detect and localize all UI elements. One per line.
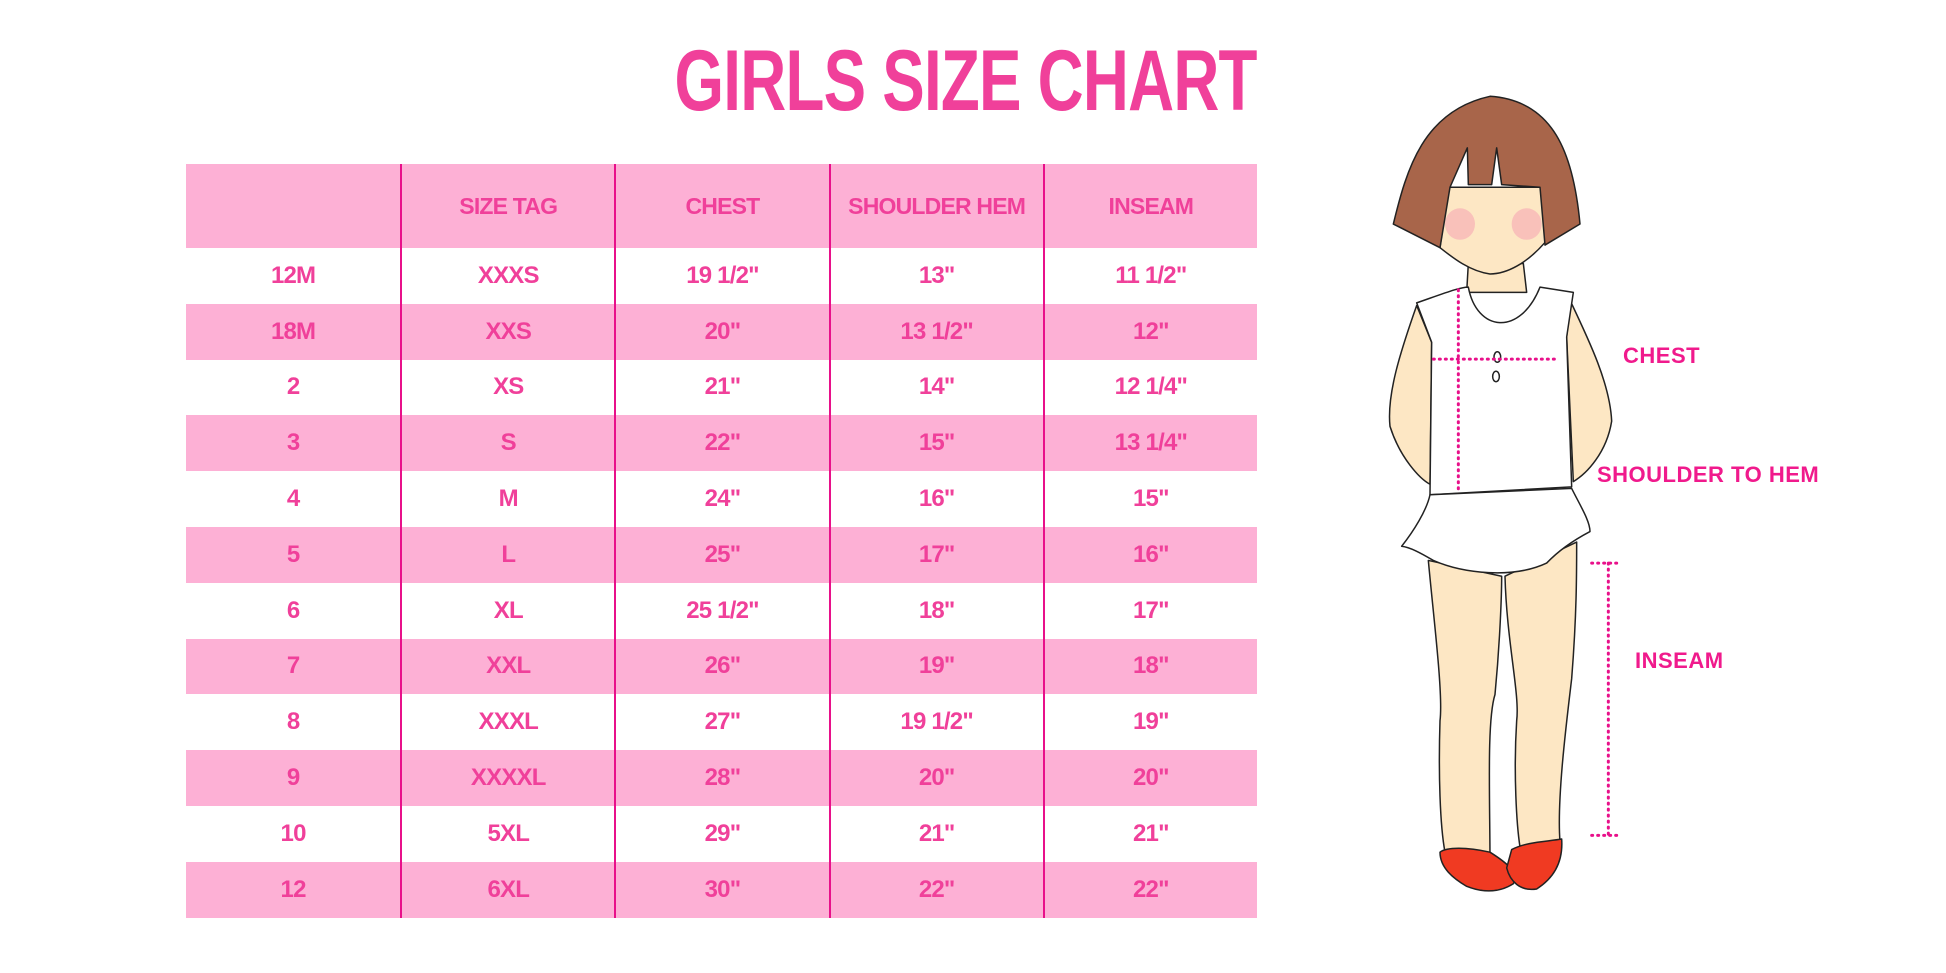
table-cell: 15" xyxy=(1042,471,1257,527)
left-leg xyxy=(1428,560,1501,862)
table-cell: XXL xyxy=(400,638,614,695)
table-cell: 14" xyxy=(828,359,1043,416)
table-cell: 27" xyxy=(614,694,828,751)
table-cell: 25 1/2" xyxy=(614,582,828,639)
table-cell: 10 xyxy=(280,819,307,847)
table-cell: XXXXL xyxy=(400,750,614,806)
table-cell: 20" xyxy=(828,750,1043,806)
girl-measurement-icon xyxy=(1380,90,1830,910)
table-cell: XXXL xyxy=(400,694,614,751)
inseam-label: INSEAM xyxy=(1635,648,1724,673)
table-row: 4 M 24" 16" 15" xyxy=(186,471,1257,527)
header-cell: SHOULDER HEM xyxy=(828,164,1043,248)
table-cell: 9 xyxy=(286,764,300,792)
table-cell: 6 xyxy=(286,596,300,624)
table-cell: 19 1/2" xyxy=(614,248,828,304)
table-cell: 8 xyxy=(286,708,300,736)
table-row: 8 XXXL 27" 19 1/2" 19" xyxy=(186,694,1257,751)
header-cell: CHEST xyxy=(614,164,828,248)
table-cell: 12 1/4" xyxy=(1042,359,1257,416)
table-cell: 19 1/2" xyxy=(828,694,1043,751)
table-cell: 18" xyxy=(1042,638,1257,695)
table-row: 7 XXL 26" 19" 18" xyxy=(186,638,1257,695)
table-cell: M xyxy=(400,471,614,527)
table-row: 10 5XL 29" 21" 21" xyxy=(186,805,1257,862)
header-cell xyxy=(186,164,400,248)
table-cell: 5XL xyxy=(400,805,614,862)
table-cell: L xyxy=(400,526,614,583)
size-table: SIZE TAG CHEST SHOULDER HEM INSEAM 12M XX… xyxy=(186,164,1257,918)
table-cell: XS xyxy=(400,359,614,416)
table-cell: 7 xyxy=(286,652,300,680)
table-cell: 21" xyxy=(828,805,1043,862)
table-cell: XL xyxy=(400,582,614,639)
table-cell: 12 xyxy=(280,875,307,903)
table-cell: 2 xyxy=(286,373,300,401)
table-cell: 25" xyxy=(614,526,828,583)
table-cell: 18" xyxy=(828,582,1043,639)
table-cell: 29" xyxy=(614,805,828,862)
table-cell: 21" xyxy=(614,359,828,416)
face xyxy=(1440,187,1545,274)
table-cell: 22" xyxy=(1042,861,1257,918)
table-cell: S xyxy=(400,415,614,472)
table-cell: 28" xyxy=(614,750,828,806)
shoulder-to-hem-label: SHOULDER TO HEM xyxy=(1597,462,1820,487)
table-cell: 20" xyxy=(614,303,828,360)
left-arm xyxy=(1389,306,1431,485)
right-arm xyxy=(1567,300,1612,481)
table-cell: 21" xyxy=(1042,805,1257,862)
table-cell: 6XL xyxy=(400,861,614,918)
table-cell: 24" xyxy=(614,471,828,527)
header-cell: SIZE TAG xyxy=(400,164,614,248)
header-cell: INSEAM xyxy=(1042,164,1257,248)
table-cell: 30" xyxy=(614,861,828,918)
table-row: 5 L 25" 17" 16" xyxy=(186,526,1257,583)
table-cell: 13 1/4" xyxy=(1042,415,1257,472)
table-cell: XXXS xyxy=(400,248,614,304)
skirt xyxy=(1402,488,1590,572)
table-cell: 13 1/2" xyxy=(828,303,1043,360)
table-cell: 4 xyxy=(286,485,300,513)
table-cell: 3 xyxy=(286,429,300,457)
girl-illustration xyxy=(1380,90,1830,910)
table-cell: 17" xyxy=(828,526,1043,583)
left-shoe xyxy=(1440,848,1515,891)
table-cell: 22" xyxy=(614,415,828,472)
top xyxy=(1417,287,1574,495)
page-title: GIRLS SIZE CHART xyxy=(674,33,1258,129)
table-header-row: SIZE TAG CHEST SHOULDER HEM INSEAM xyxy=(186,164,1257,248)
table-cell: 22" xyxy=(828,861,1043,918)
table-row: 3 S 22" 15" 13 1/4" xyxy=(186,415,1257,472)
table-row: 6 XL 25 1/2" 18" 17" xyxy=(186,582,1257,639)
table-cell: 16" xyxy=(1042,526,1257,583)
table-cell: 19" xyxy=(1042,694,1257,751)
table-row: 12M XXXS 19 1/2" 13" 11 1/2" xyxy=(186,248,1257,304)
table-cell: 13" xyxy=(828,248,1043,304)
table-cell: XXS xyxy=(400,303,614,360)
table-cell: 19" xyxy=(828,638,1043,695)
table-cell: 20" xyxy=(1042,750,1257,806)
table-cell: 11 1/2" xyxy=(1042,248,1257,304)
table-cell: 17" xyxy=(1042,582,1257,639)
table-row: 2 XS 21" 14" 12 1/4" xyxy=(186,359,1257,416)
right-leg xyxy=(1505,542,1577,847)
table-cell: 16" xyxy=(828,471,1043,527)
right-shoe xyxy=(1507,839,1562,889)
table-cell: 12M xyxy=(270,261,316,289)
table-cell: 18M xyxy=(270,317,316,345)
chest-label: CHEST xyxy=(1623,343,1701,368)
table-cell: 5 xyxy=(286,540,300,568)
hair xyxy=(1393,96,1580,247)
table-cell: 15" xyxy=(828,415,1043,472)
table-cell: 12" xyxy=(1042,303,1257,360)
table-row: 12 6XL 30" 22" 22" xyxy=(186,861,1257,918)
table-row: 18M XXS 20" 13 1/2" 12" xyxy=(186,303,1257,360)
table-row: 9 XXXXL 28" 20" 20" xyxy=(186,750,1257,806)
table-cell: 26" xyxy=(614,638,828,695)
